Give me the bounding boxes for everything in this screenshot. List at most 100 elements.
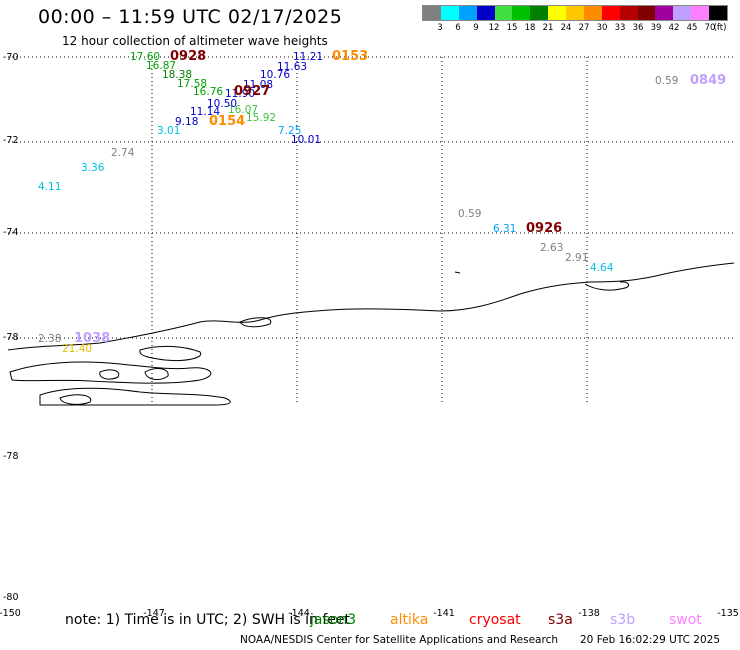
- satellite-legend-s3a: s3a: [548, 612, 573, 628]
- pass-time-label: 0927: [234, 84, 271, 99]
- credit-text: NOAA/NESDIS Center for Satellite Applica…: [240, 634, 558, 646]
- observation-label: 16.76: [193, 86, 224, 98]
- lon-label: -147: [143, 608, 165, 619]
- island-4: [144, 368, 169, 380]
- observation-label: 18.38: [162, 69, 193, 81]
- lon-label: -135: [717, 608, 739, 619]
- wave-height-legend: 3 6 9 12 15 18 21 24 27 30 33 36 39 42 45 70 (ft): [422, 5, 728, 35]
- lon-label: -144: [288, 608, 310, 619]
- lat-label: -80: [3, 592, 19, 603]
- observation-label: 16.07: [228, 104, 259, 116]
- bay-inlet: [584, 281, 630, 291]
- observation-label: 11.63: [277, 61, 308, 73]
- graticule: [8, 56, 734, 405]
- legend-color-bar: [422, 5, 728, 21]
- lon-label: -141: [433, 608, 455, 619]
- islet-1: [454, 271, 461, 274]
- observation-label: 11.08: [243, 79, 274, 91]
- units-note: note: 1) Time is in UTC; 2) SWH is in fe…: [65, 612, 351, 628]
- ice-shelf-edge: [7, 262, 735, 351]
- legend-swatch: [476, 6, 495, 20]
- legend-swatch: [530, 6, 549, 20]
- island-5: [99, 369, 120, 380]
- legend-swatch: [512, 6, 531, 20]
- legend-swatch: [423, 6, 441, 20]
- legend-tick-label: 45: [686, 23, 698, 33]
- island-3: [139, 345, 202, 361]
- legend-tick-label: 12: [488, 23, 500, 33]
- observation-label: 0.59: [655, 75, 679, 87]
- observation-label: 10.50: [207, 98, 238, 110]
- map-title: 00:00 – 11:59 UTC 02/17/2025: [38, 6, 343, 28]
- pass-time-label: 0154: [209, 114, 246, 129]
- observation-label: 21.40: [62, 343, 93, 355]
- legend-swatch: [583, 6, 602, 20]
- observation-label: 9.18: [175, 116, 199, 128]
- legend-swatch: [566, 6, 584, 20]
- observation-label: 2.74: [111, 147, 135, 159]
- island-7: [239, 317, 272, 328]
- legend-swatch: [458, 6, 477, 20]
- observation-label: 2.63: [540, 242, 564, 254]
- satellite-legend-altika: altika: [390, 612, 429, 628]
- observation-label: 11.14: [190, 106, 221, 118]
- satellite-legend-jason3: jason3: [310, 612, 357, 628]
- legend-tick-label: 6: [455, 23, 461, 33]
- legend-ticks: 3 6 9 12 15 18 21 24 27 30 33 36 39 42 45 70 (ft): [422, 21, 728, 35]
- legend-tick-label: 15: [506, 23, 518, 33]
- legend-tick-label: 39: [650, 23, 662, 33]
- legend-swatch: [709, 6, 727, 20]
- pass-time-label: 1038: [74, 331, 111, 346]
- observation-label: 17.58: [177, 78, 208, 90]
- pass-time-label: 0926: [526, 221, 563, 236]
- coastline: [7, 262, 735, 406]
- observation-label: 17.60: [130, 51, 161, 63]
- observation-label: 11.90: [225, 88, 256, 100]
- legend-tick-label: 42: [668, 23, 680, 33]
- legend-swatch: [655, 6, 674, 20]
- legend-tick-label: 27: [578, 23, 590, 33]
- pass-time-label: 0849: [690, 73, 727, 88]
- observation-label: 2.38: [38, 333, 62, 345]
- satellite-legend-s3b: s3b: [610, 612, 636, 628]
- legend-tick-label: 30: [596, 23, 608, 33]
- observation-label: 3.01: [157, 125, 181, 137]
- island-2: [39, 387, 231, 406]
- legend-tick-label: 9: [473, 23, 479, 33]
- pass-time-label: 0928: [170, 49, 207, 64]
- observation-label: 6.31: [493, 223, 517, 235]
- legend-swatch: [548, 6, 566, 20]
- legend-unit-label: (ft): [713, 23, 727, 33]
- legend-swatch: [494, 6, 513, 20]
- island-6: [59, 394, 92, 405]
- legend-swatch: [691, 6, 709, 20]
- observation-label: 10.76: [260, 69, 291, 81]
- generated-date: 20 Feb 16:02:29 UTC 2025: [580, 634, 720, 646]
- observation-label: 11.21: [293, 51, 324, 63]
- legend-swatch: [637, 6, 656, 20]
- observation-label: 7.25: [278, 125, 302, 137]
- lat-label: -70: [3, 52, 19, 63]
- legend-swatch: [673, 6, 692, 20]
- legend-swatch: [601, 6, 620, 20]
- observation-label: 3.36: [81, 162, 105, 174]
- observation-label: 15.92: [246, 112, 277, 124]
- observation-label: 4.64: [590, 262, 614, 274]
- observation-label: 16.87: [146, 60, 177, 72]
- observation-label: 10.01: [291, 134, 322, 146]
- legend-tick-label: 3: [437, 23, 443, 33]
- legend-tick-label: 36: [632, 23, 644, 33]
- lon-label: -150: [0, 608, 21, 619]
- legend-tick-label: 18: [524, 23, 536, 33]
- lon-label: -138: [578, 608, 600, 619]
- map-subtitle: 12 hour collection of altimeter wave hei…: [62, 34, 328, 48]
- legend-swatch: [619, 6, 638, 20]
- legend-tick-label: 33: [614, 23, 626, 33]
- pass-time-label: 0153: [332, 49, 369, 64]
- legend-tick-label: 70: [704, 23, 716, 33]
- legend-swatch: [440, 6, 459, 20]
- satellite-legend-swot: swot: [669, 612, 702, 628]
- legend-tick-label: 24: [560, 23, 572, 33]
- observation-label: 4.11: [38, 181, 62, 193]
